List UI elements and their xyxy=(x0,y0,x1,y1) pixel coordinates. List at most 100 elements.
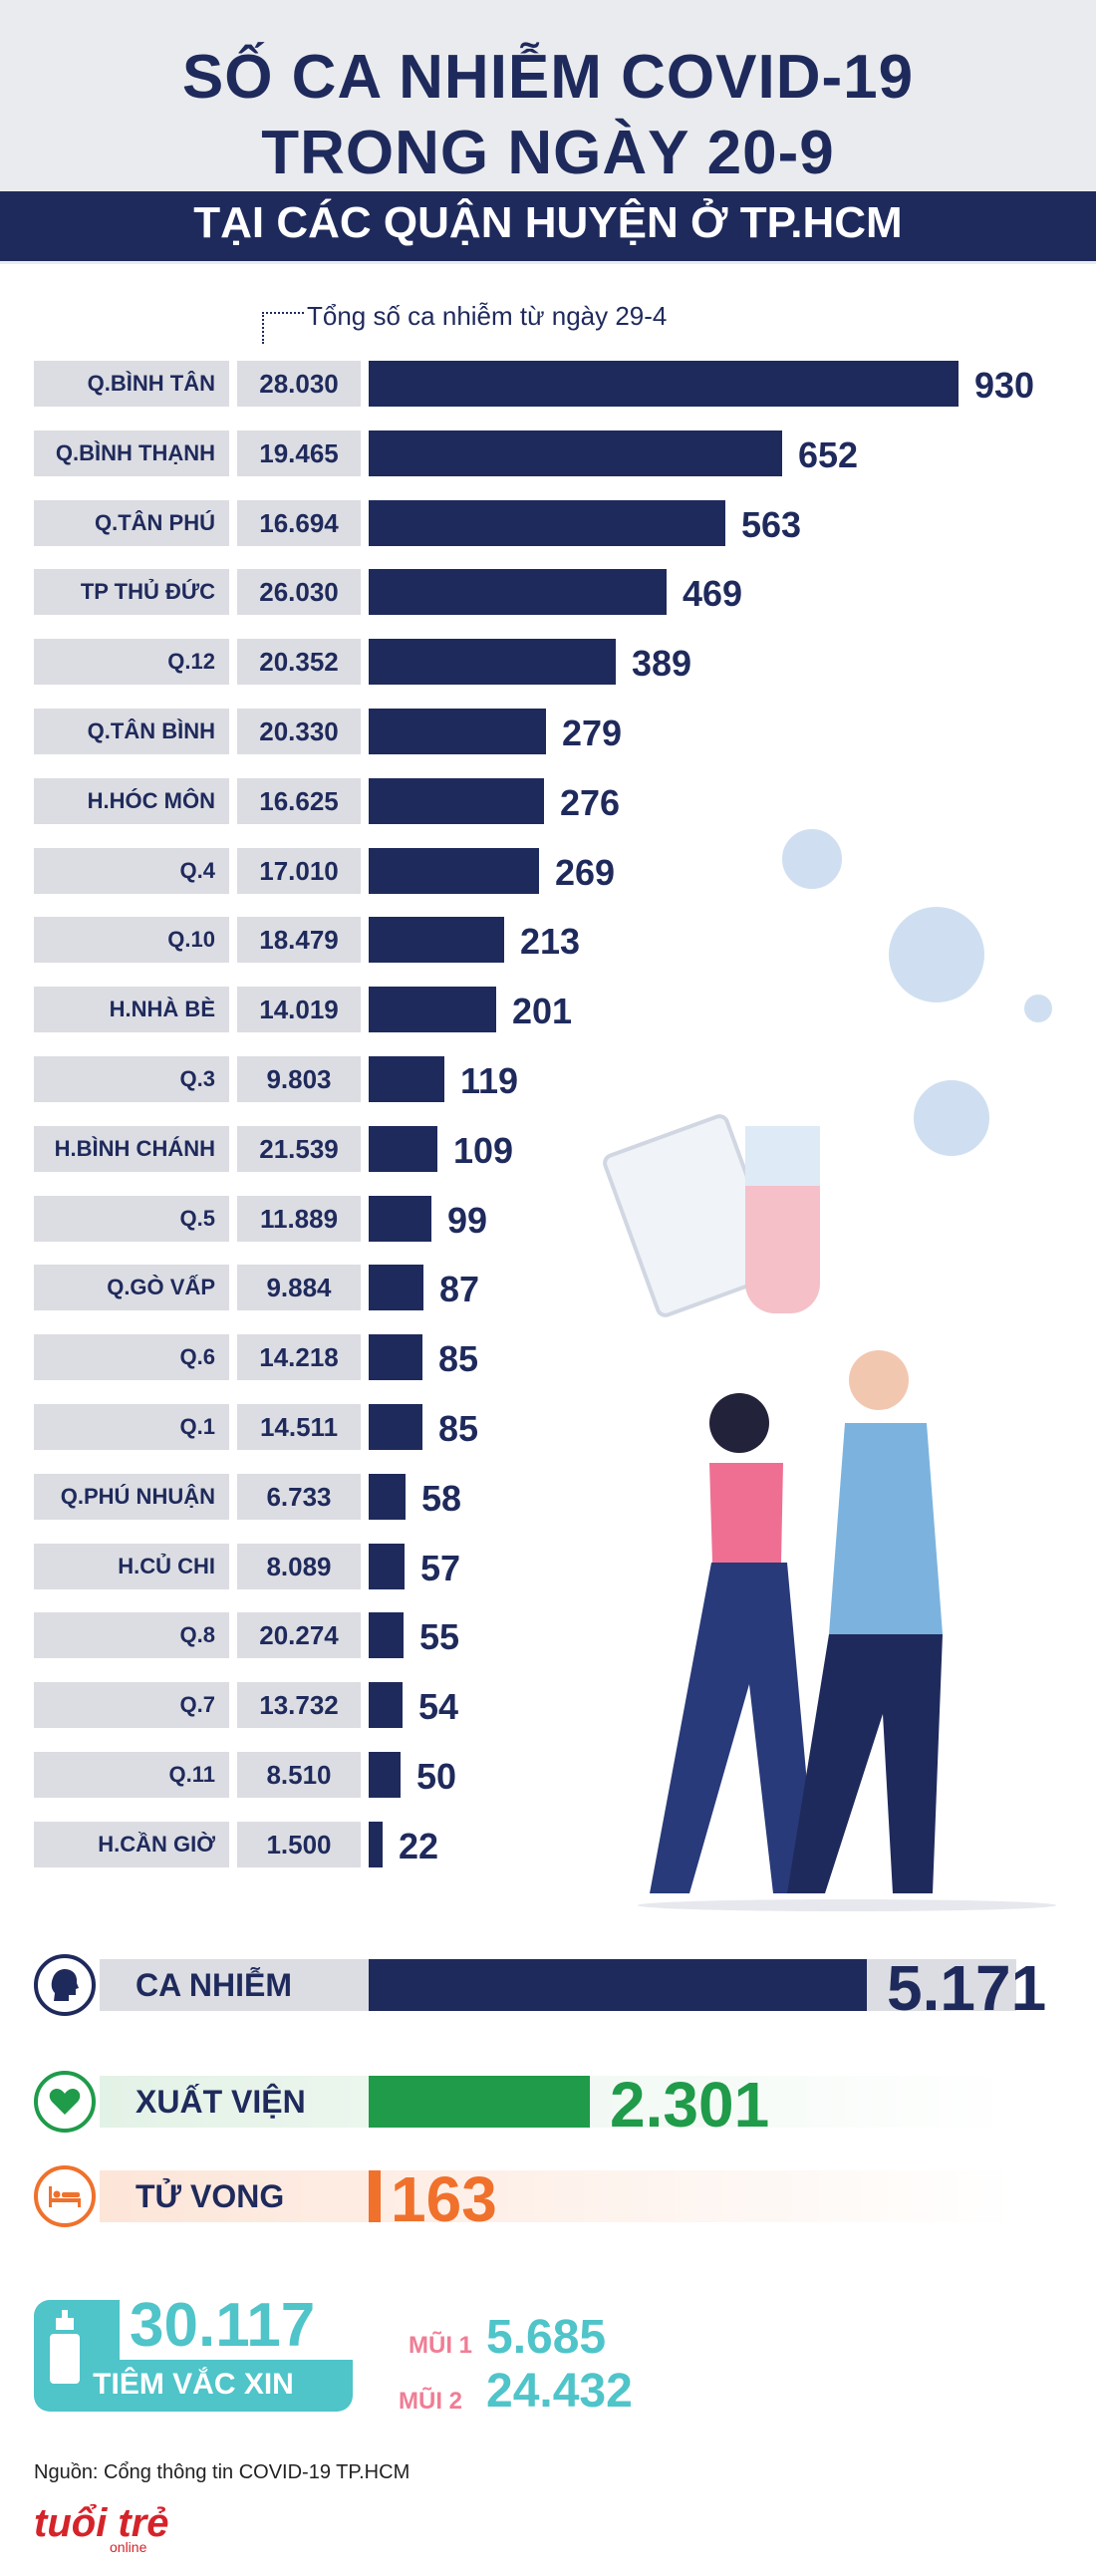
district-total: 11.889 xyxy=(237,1196,361,1242)
bar xyxy=(369,639,616,685)
district-total: 8.510 xyxy=(237,1752,361,1798)
data-label: 269 xyxy=(555,852,616,893)
district-total: 13.732 xyxy=(237,1682,361,1728)
district-label: Q.TÂN BÌNH xyxy=(34,709,229,754)
district-total: 20.274 xyxy=(237,1612,361,1658)
data-label: 213 xyxy=(520,921,581,962)
deaths-band xyxy=(100,2170,1016,2222)
district-total: 28.030 xyxy=(237,361,361,407)
discharged-label: XUẤT VIỆN xyxy=(136,2084,306,2120)
data-label: 389 xyxy=(632,643,692,684)
district-label: H.CỦ CHI xyxy=(34,1544,229,1589)
district-label: H.NHÀ BÈ xyxy=(34,987,229,1032)
district-total: 8.089 xyxy=(237,1544,361,1589)
data-label: 85 xyxy=(438,1338,479,1379)
data-label: 469 xyxy=(683,573,743,614)
bar xyxy=(369,709,546,754)
bar xyxy=(369,1334,422,1380)
vaccination-label: TIÊM VẮC XIN xyxy=(93,2368,294,2401)
district-total: 18.479 xyxy=(237,917,361,963)
district-label: H.CẦN GIỜ xyxy=(34,1822,229,1867)
district-label: Q.12 xyxy=(34,639,229,685)
data-label: 57 xyxy=(420,1548,461,1588)
data-label: 930 xyxy=(974,365,1035,406)
data-label: 50 xyxy=(416,1756,457,1797)
district-total: 20.352 xyxy=(237,639,361,685)
bar xyxy=(369,1682,403,1728)
vaccine-icon xyxy=(50,2310,80,2384)
district-label: Q.3 xyxy=(34,1056,229,1102)
bar xyxy=(369,430,782,476)
discharged-value: 2.301 xyxy=(610,2069,770,2141)
note-leader-line xyxy=(262,312,304,344)
people-icon xyxy=(638,1350,1056,1911)
data-label: 58 xyxy=(421,1478,462,1519)
district-label: Q.10 xyxy=(34,917,229,963)
data-label: 109 xyxy=(453,1130,514,1171)
data-label: 22 xyxy=(399,1826,439,1866)
data-label: 55 xyxy=(419,1616,460,1657)
bar xyxy=(369,1752,401,1798)
infected-label: CA NHIỄM xyxy=(136,1967,293,2003)
bar xyxy=(369,569,667,615)
source-note: Nguồn: Cổng thông tin COVID-19 TP.HCM xyxy=(34,2461,411,2483)
heart-icon xyxy=(34,2071,96,2133)
district-label: Q.6 xyxy=(34,1334,229,1380)
district-label: Q.7 xyxy=(34,1682,229,1728)
bar xyxy=(369,1822,383,1867)
district-total: 14.218 xyxy=(237,1334,361,1380)
chart-note: Tổng số ca nhiễm từ ngày 29-4 xyxy=(307,301,668,331)
bar xyxy=(369,1474,406,1520)
district-total: 9.884 xyxy=(237,1265,361,1310)
data-label: 201 xyxy=(512,991,573,1031)
deaths-value: 163 xyxy=(391,2163,497,2235)
bar xyxy=(369,1544,405,1589)
district-total: 6.733 xyxy=(237,1474,361,1520)
page-title-line1: SỐ CA NHIỄM COVID-19 xyxy=(181,43,915,112)
brand-logo-sub: online xyxy=(110,2539,147,2555)
district-total: 21.539 xyxy=(237,1126,361,1172)
district-label: Q.GÒ VẤP xyxy=(34,1265,229,1310)
lab-icon xyxy=(603,1114,820,1317)
data-label: 87 xyxy=(439,1269,480,1309)
bar xyxy=(369,1612,404,1658)
bar xyxy=(369,987,496,1032)
bar xyxy=(369,1056,444,1102)
discharged-bar xyxy=(369,2076,590,2128)
data-label: 276 xyxy=(560,782,621,823)
district-label: TP THỦ ĐỨC xyxy=(34,569,229,615)
district-label: Q.8 xyxy=(34,1612,229,1658)
head-icon xyxy=(34,1954,96,2016)
district-total: 20.330 xyxy=(237,709,361,754)
district-total: 19.465 xyxy=(237,430,361,476)
district-label: Q.4 xyxy=(34,848,229,894)
bar xyxy=(369,917,504,963)
district-total: 14.511 xyxy=(237,1404,361,1450)
page-subtitle: TẠI CÁC QUẬN HUYỆN Ở TP.HCM xyxy=(193,198,903,247)
dose2-value: 24.432 xyxy=(486,2365,633,2418)
bar xyxy=(369,361,959,407)
dose1-value: 5.685 xyxy=(486,2311,607,2364)
virus-icon xyxy=(782,829,1052,1156)
district-total: 16.694 xyxy=(237,500,361,546)
deaths-bar xyxy=(369,2170,381,2222)
brand-logo: tuổi trẻ xyxy=(34,2501,169,2545)
district-label: Q.BÌNH TÂN xyxy=(34,361,229,407)
data-label: 99 xyxy=(447,1200,488,1241)
bar xyxy=(369,500,725,546)
data-label: 563 xyxy=(741,504,802,545)
bar xyxy=(369,778,544,824)
subtitle-band xyxy=(0,191,1096,261)
district-label: H.HÓC MÔN xyxy=(34,778,229,824)
dose1-label: MŨI 1 xyxy=(409,2332,473,2359)
data-label: 652 xyxy=(798,434,859,475)
infected-value: 5.171 xyxy=(887,1952,1047,2024)
data-label: 119 xyxy=(460,1060,519,1101)
district-label: Q.1 xyxy=(34,1404,229,1450)
district-label: Q.PHÚ NHUẬN xyxy=(34,1474,229,1520)
bed-icon xyxy=(34,2165,96,2227)
bar xyxy=(369,1196,431,1242)
district-label: Q.5 xyxy=(34,1196,229,1242)
data-label: 279 xyxy=(562,713,623,753)
bar xyxy=(369,1265,423,1310)
